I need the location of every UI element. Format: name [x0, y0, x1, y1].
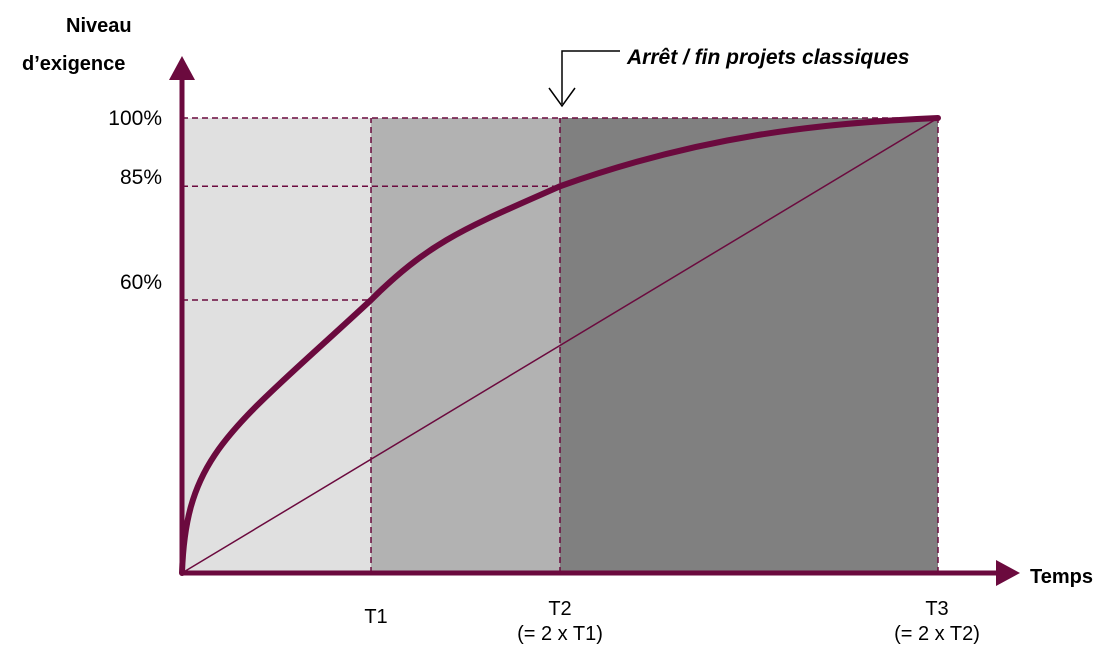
- annotation-arrowhead: [548, 87, 576, 108]
- x-axis-arrowhead: [996, 560, 1020, 586]
- y-axis-arrowhead: [169, 56, 195, 80]
- requirement-curve: [179, 115, 941, 576]
- y-tick-label-100: 100%: [108, 107, 162, 130]
- x-axis-title: Temps: [1030, 566, 1093, 588]
- time-band-3: [560, 118, 938, 573]
- annotation-label: Arrêt / fin projets classiques: [627, 46, 910, 69]
- x-tick-sub-t2: (= 2 x T1): [517, 623, 603, 645]
- y-axis-title-line2: d’exigence: [22, 53, 126, 75]
- x-tick-label-t1: T1: [364, 606, 388, 628]
- linear-reference-line: [181, 117, 939, 574]
- x-tick-label-t3: T3: [925, 598, 949, 620]
- y-tick-label-60: 60%: [119, 271, 162, 294]
- x-tick-label-t2: T2: [548, 598, 572, 620]
- time-band-2: [371, 118, 560, 573]
- time-band-1: [182, 118, 371, 573]
- y-axis-title-line1: Niveau: [66, 15, 132, 37]
- y-tick-label-85: 85%: [119, 166, 162, 189]
- annotation-leader-line: [561, 50, 620, 104]
- x-tick-sub-t3: (= 2 x T2): [894, 623, 980, 645]
